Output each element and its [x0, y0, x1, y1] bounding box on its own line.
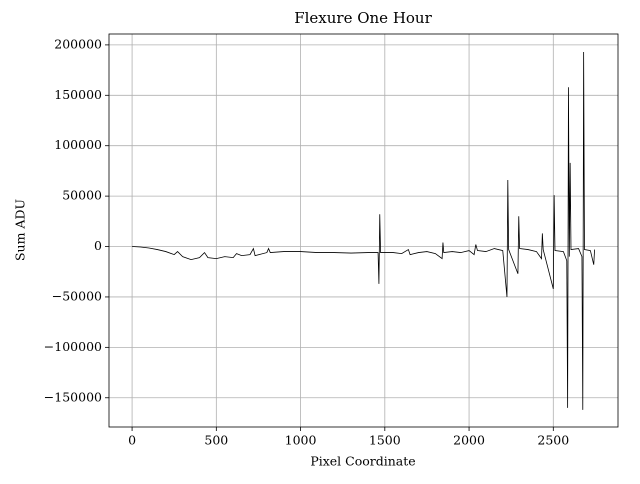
y-tick-label: 200000: [54, 36, 102, 51]
x-tick-label: 500: [204, 433, 228, 448]
chart-title: Flexure One Hour: [294, 9, 432, 27]
y-axis-label: Sum ADU: [13, 199, 28, 261]
y-tick-label: −100000: [44, 339, 102, 354]
plot-frame: [108, 33, 619, 428]
x-tick-label: 2000: [453, 433, 485, 448]
data-line: [132, 51, 595, 410]
x-tick-label: 2500: [537, 433, 569, 448]
x-tick-label: 0: [128, 433, 136, 448]
y-tick-label: 100000: [54, 137, 102, 152]
x-tick-label: 1500: [369, 433, 401, 448]
y-tick-label: −150000: [44, 389, 102, 404]
y-tick-label: 150000: [54, 87, 102, 102]
y-tick-label: −50000: [52, 288, 102, 303]
y-tick-label: 0: [94, 238, 102, 253]
x-tick-label: 1000: [285, 433, 317, 448]
x-axis-label: Pixel Coordinate: [310, 454, 415, 469]
y-tick-label: 50000: [62, 188, 102, 203]
